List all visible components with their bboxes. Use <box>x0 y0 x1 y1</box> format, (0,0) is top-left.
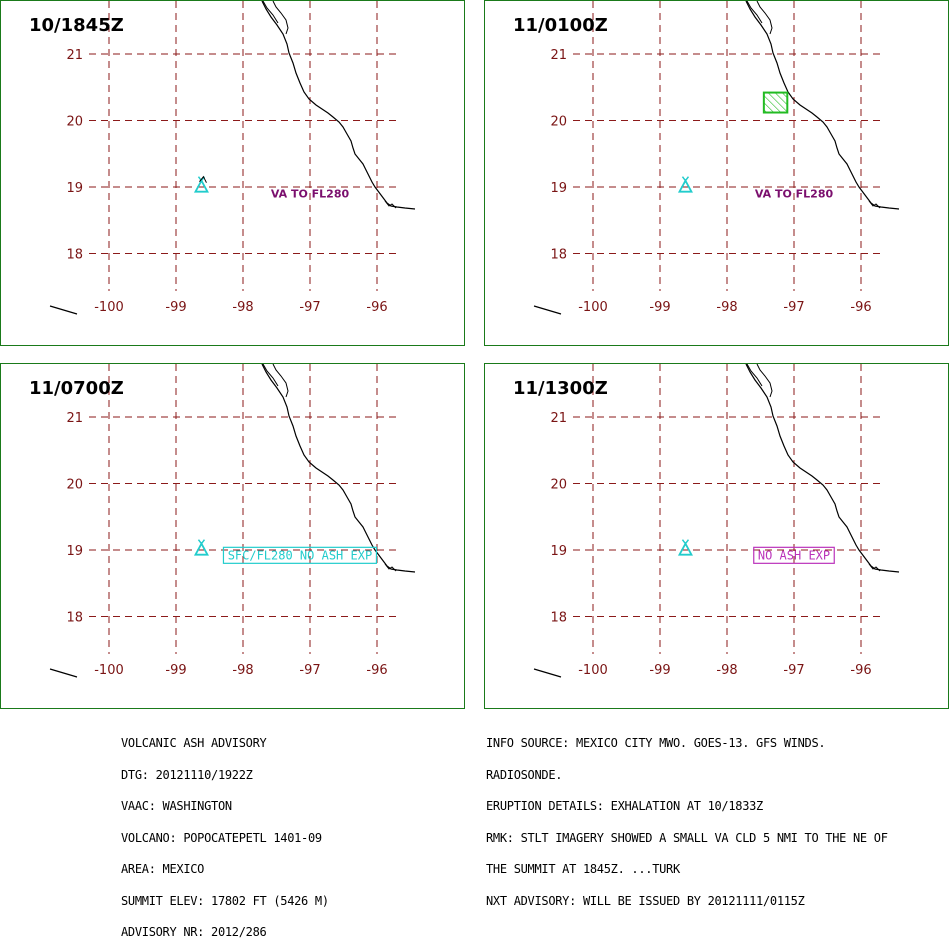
lat-label: 18 <box>550 611 567 626</box>
panel-time-title: 11/1300Z <box>513 378 608 399</box>
lon-label: -98 <box>716 663 737 678</box>
coastline <box>261 1 416 210</box>
lon-label: -100 <box>94 300 124 315</box>
advisory-info-right: INFO SOURCE: MEXICO CITY MWO. GOES-13. G… <box>486 717 888 917</box>
map-canvas: 21 20 19 18 -100 -99 -98 -97 -96 VA TO FL280 <box>533 1 900 315</box>
annotation-text: SFC/FL280 NO ASH EXP <box>228 548 373 562</box>
lat-label: 20 <box>550 478 567 493</box>
advisory-line: DTG: 20121110/1922Z <box>121 767 253 782</box>
map-canvas: 21 20 19 18 -100 -99 -98 -97 -96 SFC/FL280 NO ASH… <box>49 364 416 678</box>
advisory-line: SUMMIT ELEV: 17802 FT (5426 M) <box>121 893 329 908</box>
volcano-triangle-icon <box>677 541 693 556</box>
lon-label: -96 <box>850 663 871 678</box>
coastline-detail <box>272 364 289 398</box>
advisory-line: NXT ADVISORY: WILL BE ISSUED BY 20121111… <box>486 893 805 908</box>
lon-label: -99 <box>165 300 186 315</box>
advisory-line: ERUPTION DETAILS: EXHALATION AT 10/1833Z <box>486 799 763 813</box>
lon-label: -97 <box>299 663 320 678</box>
advisory-line: RADIOSONDE. <box>486 767 563 782</box>
lat-label: 18 <box>66 248 83 263</box>
lat-label: 20 <box>66 115 83 130</box>
coastline-detail <box>262 364 279 387</box>
lat-label: 21 <box>66 411 83 426</box>
panel-time-title: 10/1845Z <box>29 15 124 36</box>
coastline-detail <box>746 364 763 387</box>
lon-label: -100 <box>578 663 608 678</box>
map-panel-p1: 21 20 19 18 -100 -99 -98 -97 -96 VA TO FL280 10/18… <box>0 0 465 346</box>
map-panel-p3: 21 20 19 18 -100 -99 -98 -97 -96 SFC/FL280 NO ASH… <box>0 363 465 709</box>
lat-label: 21 <box>66 48 83 63</box>
lon-label: -96 <box>366 300 387 315</box>
lon-label: -98 <box>232 300 253 315</box>
coastline-detail <box>756 364 773 398</box>
lat-label: 19 <box>66 544 83 559</box>
lon-label: -99 <box>649 300 670 315</box>
observed-ash-outline <box>199 175 207 183</box>
annotation-text: NO ASH EXP <box>758 548 830 562</box>
volcano-vent-icon <box>197 539 206 545</box>
coastline-detail <box>868 200 881 209</box>
lat-label: 18 <box>66 611 83 626</box>
volcano-triangle-icon <box>677 178 693 193</box>
map-canvas: 21 20 19 18 -100 -99 -98 -97 -96 NO ASH EXP <box>533 364 900 678</box>
annotation-box <box>753 546 835 564</box>
coastline <box>745 1 900 210</box>
coastline-detail <box>262 1 279 24</box>
volcano-vent-icon <box>681 176 690 182</box>
lon-label: -97 <box>299 300 320 315</box>
advisory-line: VOLCANO: POPOCATEPETL 1401-09 <box>121 830 322 845</box>
lat-label: 20 <box>66 478 83 493</box>
volcano-triangle-icon <box>193 178 209 193</box>
map-panel-p2: 21 20 19 18 -100 -99 -98 -97 -96 VA TO FL280 11/01… <box>484 0 949 346</box>
coastline-detail <box>868 563 881 572</box>
advisory-line: VAAC: WASHINGTON <box>121 799 232 813</box>
wind-barb <box>49 668 78 678</box>
lat-label: 19 <box>550 544 567 559</box>
ash-cloud-polygon <box>762 91 789 114</box>
coastline <box>745 364 900 573</box>
lon-label: -98 <box>232 663 253 678</box>
lat-label: 20 <box>550 115 567 130</box>
panel-time-title: 11/0100Z <box>513 15 608 36</box>
advisory-line: INFO SOURCE: MEXICO CITY MWO. GOES-13. G… <box>486 736 826 750</box>
lon-label: -96 <box>850 300 871 315</box>
lat-label: 21 <box>550 48 567 63</box>
lon-label: -99 <box>649 663 670 678</box>
coastline-detail <box>384 563 397 572</box>
panel-time-title: 11/0700Z <box>29 378 124 399</box>
coastline-detail <box>272 1 289 35</box>
lat-label: 18 <box>550 248 567 263</box>
lon-label: -100 <box>94 663 124 678</box>
volcano-vent-icon <box>197 176 206 182</box>
advisory-line: RMK: STLT IMAGERY SHOWED A SMALL VA CLD … <box>486 830 888 845</box>
advisory-line: ADVISORY NR: 2012/286 <box>121 925 267 939</box>
annotation-text: VA TO FL280 <box>271 187 350 200</box>
annotation-text: VA TO FL280 <box>755 187 834 200</box>
lon-label: -97 <box>783 663 804 678</box>
lon-label: -96 <box>366 663 387 678</box>
wind-barb <box>533 305 562 315</box>
lon-label: -99 <box>165 663 186 678</box>
map-panel-p4: 21 20 19 18 -100 -99 -98 -97 -96 NO ASH EXP 11/130… <box>484 363 949 709</box>
volcano-vent-icon <box>681 539 690 545</box>
coastline-detail <box>384 200 397 209</box>
lon-label: -100 <box>578 300 608 315</box>
advisory-info-left: VOLCANIC ASH ADVISORY DTG: 20121110/1922… <box>121 717 329 948</box>
wind-barb <box>533 668 562 678</box>
map-canvas: 21 20 19 18 -100 -99 -98 -97 -96 VA TO FL280 <box>49 1 416 315</box>
lat-label: 21 <box>550 411 567 426</box>
advisory-line: AREA: MEXICO <box>121 862 205 876</box>
volcano-triangle-icon <box>193 541 209 556</box>
advisory-line: VOLCANIC ASH ADVISORY <box>121 736 267 750</box>
lon-label: -98 <box>716 300 737 315</box>
annotation-box <box>222 546 378 564</box>
advisory-line: THE SUMMIT AT 1845Z. ...TURK <box>486 862 680 876</box>
wind-barb <box>49 305 78 315</box>
coastline <box>261 364 416 573</box>
coastline-detail <box>756 1 773 35</box>
coastline-detail <box>746 1 763 24</box>
lon-label: -97 <box>783 300 804 315</box>
lat-label: 19 <box>66 181 83 196</box>
lat-label: 19 <box>550 181 567 196</box>
